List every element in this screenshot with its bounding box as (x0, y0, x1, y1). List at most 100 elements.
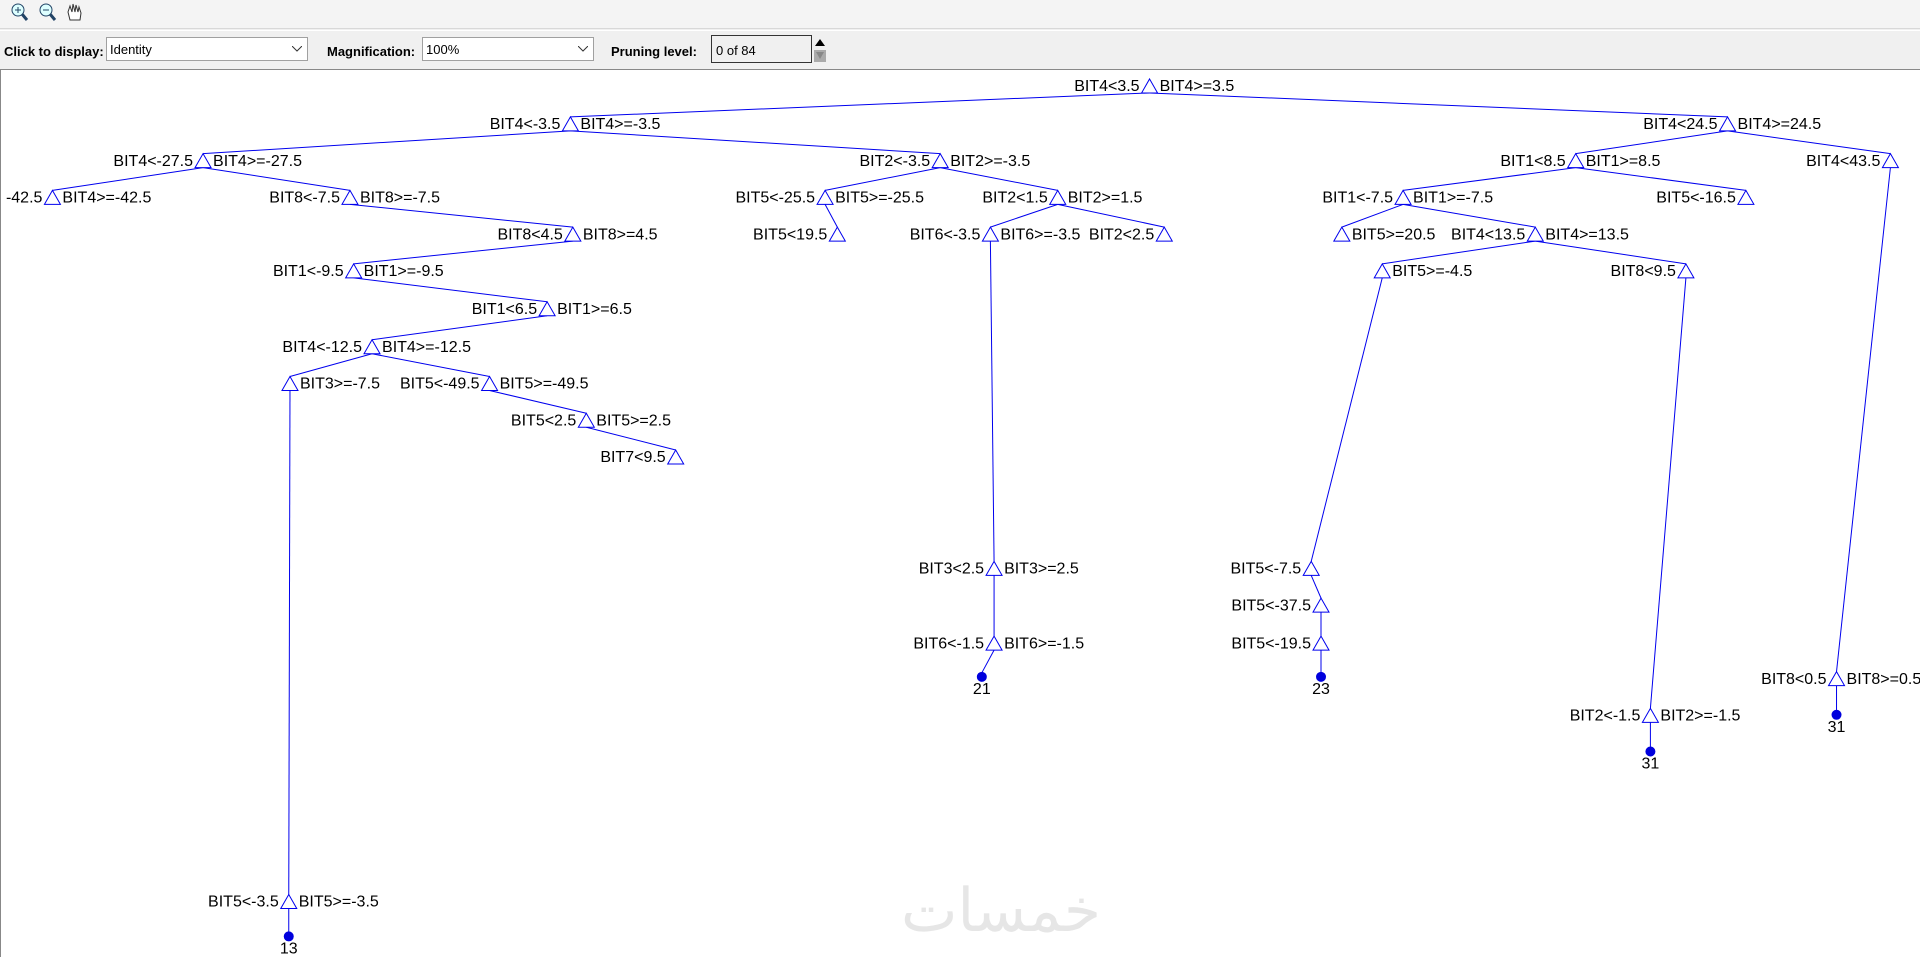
split-node (1155, 226, 1174, 242)
split-node (816, 189, 834, 205)
split-node (194, 152, 212, 169)
split-right-label: BIT1>=6.5 (557, 301, 632, 318)
tree-edge (489, 390, 587, 414)
split-right-label: BIT6>=-1.5 (1004, 635, 1084, 652)
split-node (1394, 189, 1412, 205)
tree-edge (570, 92, 1150, 118)
toolbar (0, 0, 1920, 29)
split-left-label: -42.5 (6, 190, 43, 207)
pruning-label: Pruning level: (611, 44, 697, 59)
split-node (931, 152, 950, 169)
split-right-label: BIT4>=-42.5 (62, 190, 151, 207)
tree-edge (1575, 167, 1746, 191)
split-left-label: BIT6<-1.5 (913, 635, 984, 652)
split-left-label: BIT2<-1.5 (1570, 708, 1641, 725)
tree-edge (371, 315, 548, 341)
split-left-label: BIT5<-25.5 (735, 190, 815, 207)
split-left-label: BIT5<-19.5 (1231, 635, 1311, 652)
split-node (43, 189, 62, 205)
tree-edge (203, 130, 571, 155)
split-node (828, 226, 847, 242)
leaf-node (1645, 746, 1656, 757)
split-right-label: BIT2>=1.5 (1068, 190, 1143, 207)
split-node (561, 115, 580, 132)
split-left-label: BIT8<-7.5 (269, 190, 340, 207)
split-left-label: BIT4<43.5 (1806, 153, 1880, 170)
split-node (1737, 189, 1755, 205)
tree-edge (1382, 240, 1536, 265)
tree-edge (288, 390, 291, 895)
magnification-select[interactable]: 100% (422, 37, 594, 61)
split-left-label: BIT4<-12.5 (282, 339, 362, 356)
watermark: خمسات (901, 877, 1101, 944)
split-left-label: BIT1<6.5 (472, 301, 537, 318)
split-left-label: BIT5<-37.5 (1231, 597, 1311, 614)
display-select[interactable]: Identity (106, 37, 308, 61)
tree-edge (371, 353, 490, 377)
split-right-label: BIT2>=-3.5 (950, 153, 1030, 170)
control-bar: Click to display: Identity Magnification… (0, 30, 1920, 70)
split-left-label: BIT5<-16.5 (1656, 190, 1736, 207)
split-left-label: BIT5<-49.5 (400, 376, 480, 393)
tree-canvas: خمسات BIT4<3.5 BIT4>=3.5 BIT4<-3.5 BIT4>=-3… (0, 70, 1920, 957)
split-node (985, 635, 1003, 651)
leaf-label: 21 (973, 681, 991, 698)
split-right-label: BIT1>=8.5 (1586, 153, 1661, 170)
split-node (341, 189, 359, 205)
leaf-node (1316, 671, 1327, 682)
tree-edge (940, 167, 1058, 191)
tree-edge (1535, 240, 1686, 265)
split-node (1718, 115, 1737, 132)
magnification-value: 100% (426, 42, 460, 57)
split-left-label: BIT2<2.5 (1089, 226, 1154, 243)
leaf-node (976, 671, 987, 682)
split-node (480, 375, 499, 391)
split-right-label: BIT5>=2.5 (596, 412, 671, 429)
tree-edge (989, 241, 995, 562)
split-left-label: BIT4<24.5 (1643, 116, 1717, 133)
split-node (1373, 262, 1392, 279)
tree-edge (824, 204, 838, 228)
split-node (1312, 635, 1330, 651)
split-node (981, 226, 1000, 242)
leaf-node (283, 931, 294, 942)
split-right-label: BIT1>=-7.5 (1413, 190, 1493, 207)
pruning-value: 0 of 84 (716, 43, 756, 58)
split-left-label: BIT3<2.5 (919, 561, 984, 578)
split-node (985, 560, 1003, 576)
zoom-in-button[interactable] (11, 3, 29, 21)
split-left-label: BIT1<-7.5 (1322, 190, 1393, 207)
split-right-label: BIT5>=-3.5 (299, 894, 379, 911)
split-right-label: BIT8>=-7.5 (360, 190, 440, 207)
leaf-label: 13 (280, 941, 298, 957)
split-right-label: BIT4>=24.5 (1738, 116, 1822, 133)
pruning-spinner[interactable] (813, 35, 827, 63)
split-left-label: BIT5<-3.5 (208, 894, 279, 911)
pan-button[interactable] (67, 3, 82, 21)
split-left-label: BIT5<19.5 (753, 226, 827, 243)
tree-edge (1341, 203, 1404, 228)
split-left-label: BIT2<1.5 (982, 190, 1047, 207)
leaf-label: 31 (1642, 756, 1660, 773)
split-left-label: BIT7<9.5 (600, 449, 665, 466)
tree-edge (1402, 167, 1576, 191)
split-right-label: BIT3>=2.5 (1004, 561, 1079, 578)
split-node (1827, 670, 1846, 687)
tree-edge (349, 203, 573, 228)
split-node (1048, 189, 1067, 205)
pruning-input[interactable]: 0 of 84 (711, 35, 812, 63)
leaf-label: 23 (1312, 681, 1330, 698)
split-node (1526, 226, 1545, 242)
zoom-out-button[interactable] (39, 3, 57, 21)
split-right-label: BIT5>=-4.5 (1392, 263, 1472, 280)
split-right-label: BIT3>=-7.5 (300, 376, 380, 393)
tree-edge (990, 203, 1058, 228)
split-node (538, 300, 556, 317)
split-right-label: BIT4>=-12.5 (382, 339, 471, 356)
split-node (563, 226, 582, 242)
split-left-label: BIT2<-3.5 (859, 153, 930, 170)
tree-edge (202, 167, 351, 191)
tree-edge (289, 353, 373, 377)
split-left-label: BIT4<-27.5 (113, 153, 193, 170)
tree-edge (1310, 575, 1322, 599)
